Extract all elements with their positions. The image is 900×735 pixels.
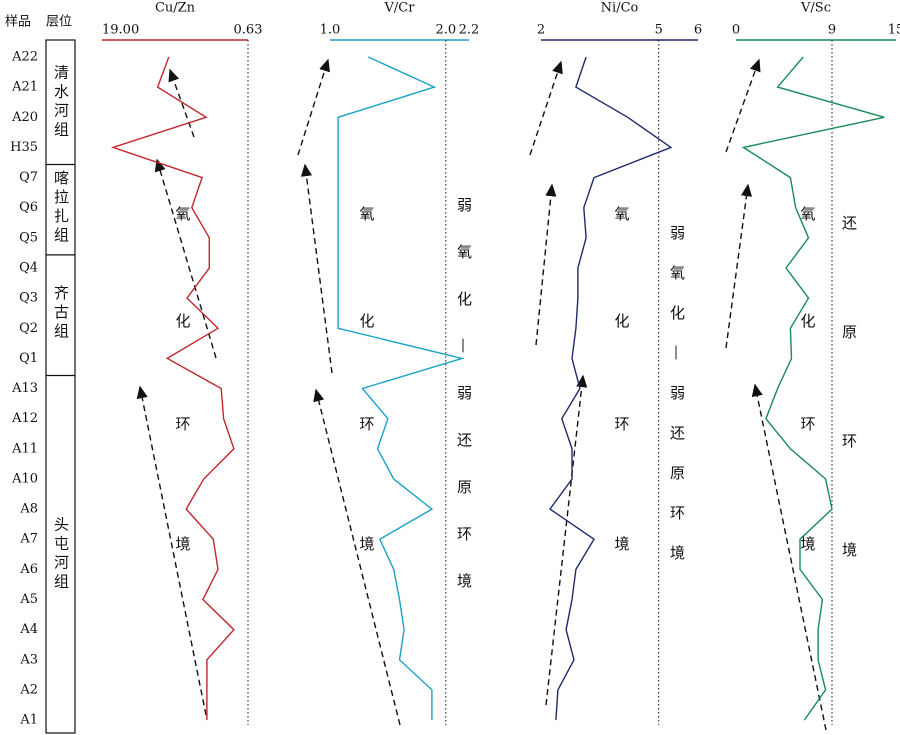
sample-label: Q4 [19, 260, 38, 275]
side-note: 弱氧化—弱还原环境 [455, 197, 473, 620]
annotation: 化 [175, 312, 190, 330]
x-tick-label: 9 [828, 23, 836, 38]
annotation: 境 [800, 535, 815, 553]
annotation: 环 [614, 415, 629, 433]
sample-label: A21 [11, 80, 38, 95]
annotation: 氧 [175, 205, 190, 223]
formation-name: 喀拉扎组 [52, 170, 70, 246]
x-tick-label: 0 [732, 23, 740, 38]
x-tick-label: 0.63 [234, 23, 263, 38]
annotation: 化 [614, 312, 629, 330]
sample-label: Q7 [19, 170, 38, 185]
sample-label: H35 [10, 140, 38, 155]
formation-name: 清水河组 [52, 64, 70, 140]
series-line [337, 56, 465, 721]
sample-label: Q6 [19, 200, 38, 215]
sample-label: A1 [19, 713, 38, 728]
sample-label: A11 [11, 441, 38, 456]
panel-title: Ni/Co [601, 1, 639, 16]
side-note: 还原环境 [840, 215, 858, 651]
formation-name: 头屯河组 [52, 516, 70, 592]
annotation: 境 [614, 535, 629, 553]
annotation: 环 [175, 415, 190, 433]
panel-title: V/Cr [384, 1, 416, 16]
panel-title: V/Sc [800, 1, 831, 16]
side-note: 弱氧化—弱还原环境 [668, 225, 686, 585]
annotation: 环 [359, 415, 374, 433]
sample-label: Q5 [19, 230, 38, 245]
sample-label: A2 [19, 682, 38, 697]
annotation: 境 [175, 535, 190, 553]
annotation: 氧 [800, 205, 815, 223]
x-tick-label: 2 [537, 23, 545, 38]
panel-title: Cu/Zn [155, 1, 196, 16]
annotation: 化 [359, 312, 374, 330]
annotation: 氧 [359, 205, 374, 223]
formation-header: 层位 [46, 15, 72, 30]
sample-label: A13 [11, 381, 38, 396]
series-line [110, 56, 235, 721]
x-tick-label: 2.2 [459, 23, 480, 38]
x-tick-label: 5 [655, 23, 663, 38]
sample-label: A12 [11, 411, 38, 426]
annotation: 境 [359, 535, 374, 553]
sample-label: A3 [19, 652, 38, 667]
series-line [549, 56, 673, 721]
sample-label: A8 [19, 502, 38, 517]
annotation: 氧 [614, 205, 629, 223]
sample-label: A7 [19, 532, 38, 547]
x-tick-label: 1.0 [320, 23, 341, 38]
sample-label: A5 [19, 592, 38, 607]
annotation: 环 [800, 415, 815, 433]
x-tick-label: 15 [888, 23, 900, 38]
formation-box [45, 39, 76, 734]
x-tick-label: 19.00 [102, 23, 139, 38]
annotation: 化 [800, 312, 815, 330]
sample-header: 样品 [5, 15, 31, 30]
series-line [741, 56, 885, 721]
sample-label: A6 [19, 562, 38, 577]
sample-label: A22 [11, 50, 38, 65]
formation-name: 齐古组 [52, 285, 70, 342]
sample-label: Q1 [19, 351, 38, 366]
trend-arrows [136, 58, 827, 731]
sample-label: Q3 [19, 291, 38, 306]
x-tick-label: 2.0 [435, 23, 456, 38]
sample-label: A4 [19, 622, 38, 637]
sample-label: Q2 [19, 321, 38, 336]
sample-label: A10 [11, 471, 38, 486]
x-tick-label: 6 [694, 23, 702, 38]
sample-label: A20 [11, 110, 38, 125]
